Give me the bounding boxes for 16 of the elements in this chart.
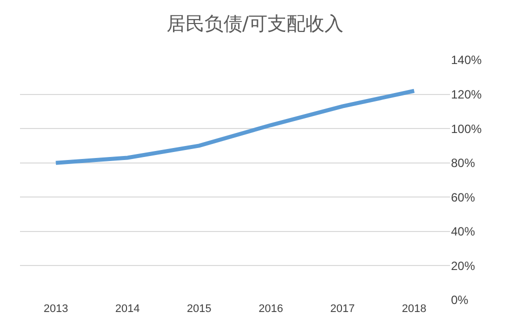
x-tick-label: 2016 [258,303,284,315]
x-tick-label: 2018 [402,303,426,315]
x-tick-label: 2014 [115,303,140,315]
x-tick-label: 2015 [186,303,212,315]
y-tick-label: 60% [451,190,476,204]
x-tick-label: 2017 [330,303,355,315]
y-tick-label: 20% [451,258,476,273]
line-series [54,88,416,165]
chart-title: 居民负债/可支配收入 [166,13,344,36]
y-tick-label: 140% [451,53,482,68]
y-tick-label: 0% [451,293,469,308]
y-tick-label: 120% [451,87,482,102]
y-tick-label: 100% [451,122,482,136]
x-tick-label: 2013 [44,303,68,315]
y-tick-label: 80% [451,156,476,170]
y-tick-label: 40% [451,224,476,239]
